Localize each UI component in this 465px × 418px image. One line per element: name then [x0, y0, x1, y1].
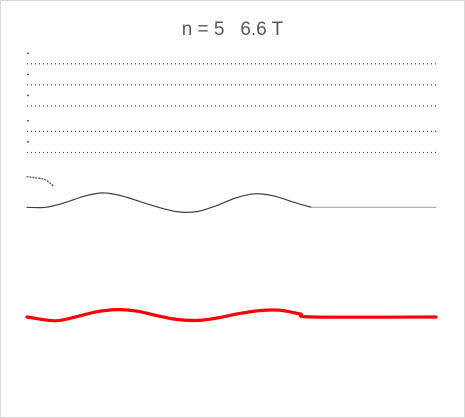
left-tick-1 — [27, 140, 29, 143]
left-tick-2 — [27, 119, 29, 122]
series-1-line — [26, 192, 312, 213]
series-4-line — [25, 307, 438, 323]
left-tick-4 — [27, 73, 29, 76]
series-3-line — [26, 176, 55, 187]
left-tick-5 — [27, 52, 29, 55]
chart-title: n = 5 6.6 T — [181, 19, 284, 40]
left-tick-3 — [27, 94, 29, 97]
